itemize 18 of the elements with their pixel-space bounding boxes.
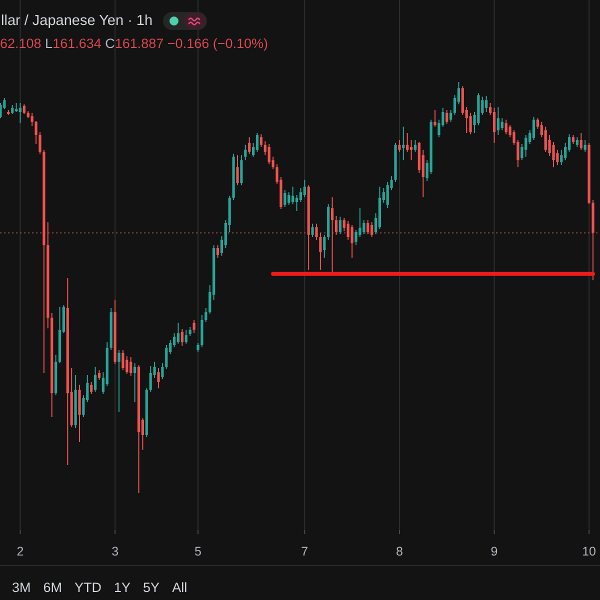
text: 6M (43, 579, 62, 597)
x-tick-label: 7 (301, 544, 308, 558)
text: 62.108 L161.634 C161.887 −0.166 (−0.10%) (0, 36, 268, 51)
chart-title: llar / Japanese Yen · 1h (1, 12, 153, 30)
x-tick-label: 2 (16, 544, 24, 558)
text: All (172, 579, 188, 597)
x-tick-label: 8 (396, 544, 403, 558)
candlestick (402, 126, 405, 160)
x-tick-label: 9 (490, 544, 498, 558)
x-tick-label: 10 (582, 544, 596, 558)
text: 5Y (143, 579, 160, 597)
x-tick-label: 3 (112, 544, 119, 558)
x-tick-label: 5 (194, 544, 202, 558)
text: YTD (74, 579, 102, 597)
text: 1Y (114, 579, 131, 597)
text: 3M (12, 579, 31, 597)
candlestick (434, 110, 436, 127)
candlestick (118, 350, 120, 412)
